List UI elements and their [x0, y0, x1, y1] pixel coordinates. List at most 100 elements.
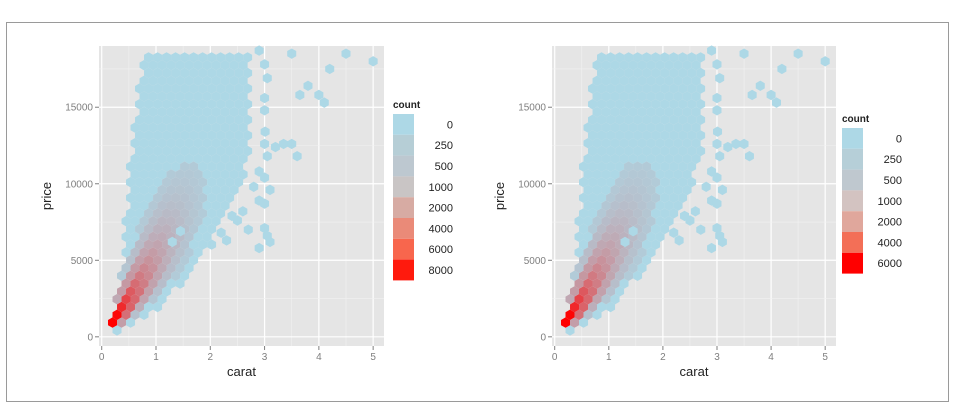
hexbin-cell-outlier: [262, 72, 272, 84]
hexbin-cell-outlier: [167, 236, 177, 248]
hexbin-cell: [153, 99, 163, 110]
hexbin-cell: [682, 153, 692, 164]
hexbin-cell: [570, 301, 580, 313]
hexbin-cell-outlier: [731, 138, 741, 150]
hexbin-cell: [691, 106, 701, 118]
hexbin-cell-outlier: [249, 181, 259, 193]
hexbin-cell-outlier: [314, 89, 324, 101]
y-tick-label: 15000: [518, 103, 546, 114]
x-tick-label: 3: [262, 352, 268, 363]
hexbin-cell: [601, 278, 611, 289]
hexbin-cell: [610, 106, 620, 118]
hexbin-cell: [678, 130, 688, 141]
hexbin-cell: [238, 138, 248, 149]
hexbin-cell-outlier: [341, 48, 351, 59]
hexbin-cell: [678, 177, 688, 188]
hexbin-cell: [615, 67, 625, 79]
hexbin-cell: [583, 216, 593, 227]
hexbin-cell: [166, 122, 176, 133]
hexbin-cell: [189, 239, 199, 250]
hexbin-cell: [162, 161, 172, 172]
hexbin-cell: [646, 231, 656, 242]
hexbin-cell: [243, 83, 253, 94]
legend-title: count: [393, 100, 421, 111]
hexbin-cell: [628, 91, 638, 102]
legend-key: [842, 190, 863, 212]
hexbin-cell: [691, 91, 701, 102]
hexbin-cell: [243, 99, 253, 110]
hexbin-cell: [139, 294, 149, 305]
hexbin-cell: [597, 67, 607, 79]
hexbin-cell: [180, 239, 190, 250]
hexbin-cell: [628, 200, 638, 211]
hexbin-cell: [592, 184, 602, 196]
hexbin-cell: [220, 169, 230, 180]
hexbin-cell: [637, 138, 647, 149]
hexbin-cell: [139, 231, 149, 242]
hexbin-cell: [157, 91, 167, 102]
hexbin-cell: [144, 83, 154, 94]
legend-key: [393, 155, 414, 177]
hexbin-cell: [229, 91, 239, 102]
hexbin-cell: [171, 114, 181, 125]
hexbin-cell: [691, 75, 701, 86]
hexbin-cell: [144, 99, 154, 110]
legend-label: 500: [884, 175, 902, 187]
hexbin-cell: [207, 52, 217, 63]
hexbin-cell-outlier: [712, 172, 722, 183]
hexbin-cell: [153, 145, 163, 157]
hexbin-cell: [583, 247, 593, 258]
hexbin-cell: [148, 200, 158, 211]
hexbin-cell: [216, 192, 226, 203]
hexbin-cell-outlier: [701, 181, 711, 193]
hexbin-cell: [130, 294, 140, 305]
hexbin-cell-outlier: [755, 80, 765, 91]
hexbin-cell: [162, 67, 172, 79]
hexbin-cell: [175, 75, 185, 86]
hexbin-cell-outlier: [325, 63, 335, 75]
hexbin-cell: [148, 91, 158, 102]
hexbin-cell: [601, 216, 611, 227]
hexbin-cell: [678, 67, 688, 79]
axis-ticks: 0 1 2 3 4 5 0 5000 10000 15000: [65, 103, 376, 363]
hexbin-cell: [610, 247, 620, 258]
hexbin-cell: [157, 122, 167, 133]
hexbin-cell: [583, 294, 593, 305]
hexbin-cell: [624, 83, 634, 94]
hexbin-cell: [624, 270, 634, 281]
hexbin-cell: [193, 247, 203, 258]
hexbin-cell: [574, 294, 584, 305]
hexbin-cell: [207, 161, 217, 172]
hexbin-cell: [637, 122, 647, 133]
hexbin-cell: [126, 192, 136, 203]
hexbin-cell: [157, 153, 167, 164]
hexbin-cell: [592, 278, 602, 289]
hexbin-cell: [637, 153, 647, 164]
hexbin-cell: [121, 216, 131, 227]
hexbin-cell: [642, 239, 652, 250]
hexbin-cell: [207, 177, 217, 188]
hexbin-cell: [579, 223, 589, 235]
hexbin-cell: [148, 231, 158, 242]
hexbin-cell: [606, 114, 616, 125]
hexbin-cell: [189, 83, 199, 94]
hexbin-cell: [193, 91, 203, 102]
hexbin-cell: [610, 122, 620, 133]
hexbin-cell: [180, 83, 190, 94]
hexbin-cell: [597, 177, 607, 188]
hexbin-cell: [669, 99, 679, 110]
hexbin-cell: [153, 177, 163, 188]
hexbin-cell: [162, 130, 172, 141]
hexbin-cell: [139, 153, 149, 164]
hexbin-cell-outlier: [766, 89, 776, 101]
x-tick-label: 0: [552, 352, 558, 363]
hexbin-cell: [592, 138, 602, 149]
legend-label: 0: [447, 119, 453, 131]
hexbin-cell: [642, 177, 652, 188]
hexbin-cell: [180, 52, 190, 63]
hexbin-cell: [193, 122, 203, 133]
hexbin-cell: [687, 83, 697, 94]
hexbin-cell: [175, 106, 185, 118]
hexbin-cell: [193, 200, 203, 211]
hexbin-cell: [588, 177, 598, 188]
